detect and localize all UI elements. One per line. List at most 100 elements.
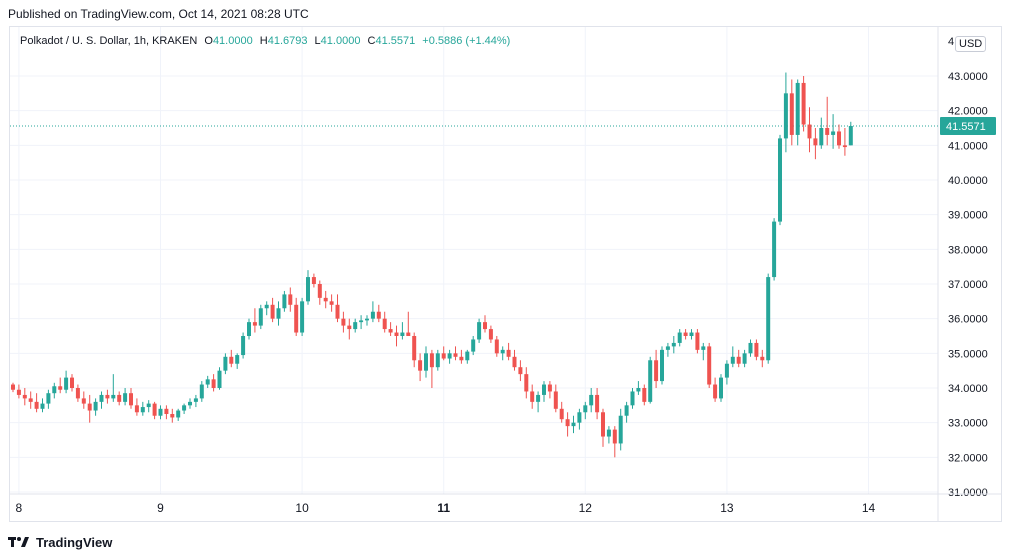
candle-body: [28, 398, 33, 402]
candle: [447, 349, 452, 364]
candle: [500, 346, 505, 361]
candle-body: [123, 393, 128, 402]
candle: [146, 400, 151, 413]
candle: [559, 401, 564, 423]
y-tick-label: 38.0000: [948, 244, 988, 256]
candle-body: [819, 128, 824, 146]
candle: [760, 349, 765, 368]
candle: [152, 401, 157, 420]
candle-body: [488, 329, 493, 340]
candle-body: [825, 128, 830, 135]
candle: [158, 405, 163, 420]
candle: [394, 325, 399, 347]
candle: [223, 353, 228, 375]
candle-body: [553, 391, 558, 409]
candle-body: [140, 407, 145, 413]
candle: [34, 393, 39, 413]
candle-body: [282, 294, 287, 309]
candle: [134, 398, 139, 416]
candle: [199, 381, 204, 402]
candle-body: [583, 405, 588, 413]
candle-body: [188, 401, 192, 406]
candle: [512, 349, 517, 371]
candle-body: [170, 414, 175, 418]
candle: [589, 388, 594, 413]
candle: [341, 311, 346, 333]
candle: [583, 401, 588, 420]
candle: [707, 342, 712, 388]
candle-body: [766, 277, 771, 361]
candle-body: [707, 346, 712, 385]
y-tick-label: 33.0000: [948, 418, 988, 430]
candle-body: [400, 332, 405, 336]
candle: [524, 367, 529, 399]
candle-body: [789, 93, 794, 135]
low-label: L: [314, 35, 321, 47]
candle: [117, 391, 122, 406]
candle-body: [606, 429, 611, 437]
candle: [654, 349, 659, 388]
candle-body: [22, 394, 27, 399]
candle-body: [683, 332, 688, 336]
close-value: 41.5571: [375, 35, 416, 47]
y-tick-label: 36.0000: [948, 314, 988, 326]
candle: [778, 134, 782, 226]
candle-body: [134, 405, 139, 413]
symbol-name: Polkadot / U. S. Dollar, 1h, KRAKEN: [20, 35, 198, 47]
y-tick-label: 34.0000: [948, 383, 988, 395]
candle-body: [435, 353, 440, 368]
candle-body: [229, 356, 234, 364]
candle-body: [329, 301, 334, 305]
candle-body: [642, 388, 647, 402]
candle: [565, 412, 570, 437]
candle-body: [105, 394, 110, 399]
open-label: O: [204, 35, 213, 47]
candle-body: [311, 277, 316, 284]
candle-body: [494, 339, 499, 354]
y-tick-label: 32.0000: [948, 452, 988, 464]
candle: [612, 426, 617, 458]
candle: [807, 107, 812, 153]
candle: [441, 346, 446, 361]
candle: [11, 382, 15, 393]
candle: [70, 374, 74, 392]
candle-body: [831, 131, 836, 135]
candle-body: [182, 405, 187, 411]
candle-body: [158, 408, 163, 416]
candle-body: [754, 342, 759, 357]
candle: [618, 408, 623, 451]
candle-body: [412, 336, 417, 361]
candle: [75, 384, 80, 402]
candles: [11, 72, 853, 458]
footer-brand[interactable]: TradingView: [8, 533, 112, 551]
candle: [465, 349, 470, 364]
candle-body: [648, 360, 653, 402]
candle-body: [441, 353, 446, 359]
candle-body: [795, 82, 800, 135]
candle: [819, 117, 824, 149]
y-tick-label-top: 4: [948, 36, 954, 48]
currency-button[interactable]: USD: [955, 36, 987, 52]
open-value: 41.0000: [212, 35, 253, 47]
candle-body: [300, 301, 305, 333]
candle: [701, 342, 706, 361]
candle-body: [801, 82, 806, 125]
candle-body: [477, 322, 482, 340]
candle: [40, 398, 45, 413]
candle: [459, 349, 464, 364]
candle-body: [217, 370, 222, 388]
candle: [294, 297, 299, 336]
high-label: H: [259, 35, 268, 47]
candle: [22, 388, 27, 406]
candle: [412, 332, 417, 368]
candle: [642, 384, 647, 406]
candle-body: [701, 346, 706, 350]
candle: [400, 322, 405, 340]
candle-body: [406, 332, 411, 336]
candle: [211, 374, 216, 392]
candle: [300, 297, 305, 336]
candle: [193, 394, 198, 408]
candle: [595, 388, 600, 420]
candle-body: [46, 393, 51, 404]
